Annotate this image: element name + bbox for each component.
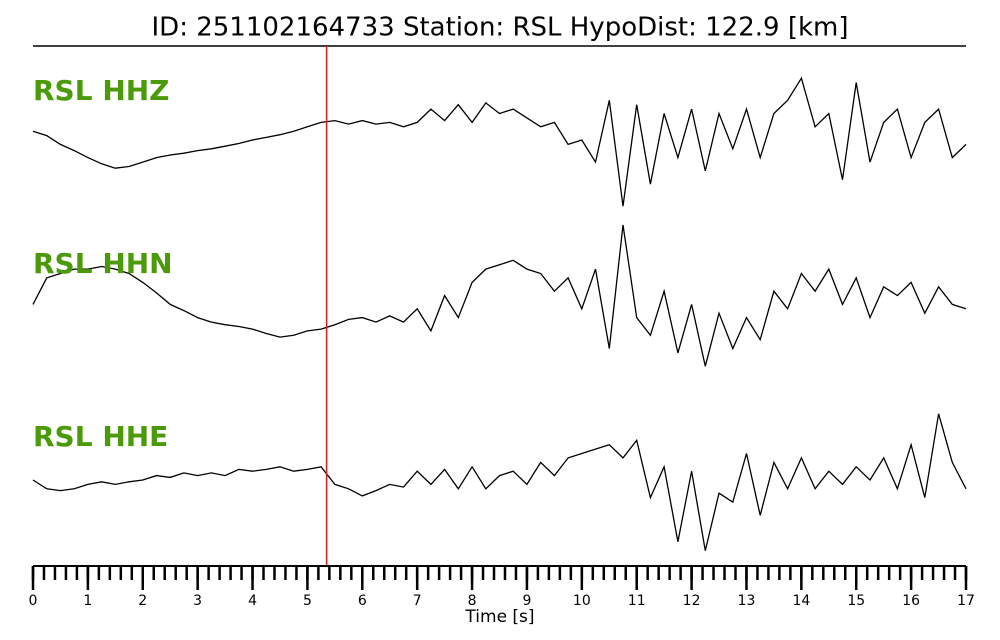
- x-tick-label: 1: [83, 593, 92, 609]
- x-tick-label: 0: [29, 593, 38, 609]
- x-tick-label: 2: [138, 593, 147, 609]
- waveform-trace: [32, 413, 967, 551]
- x-tick-label: 7: [413, 593, 422, 609]
- x-tick-label: 13: [738, 593, 756, 609]
- x-tick-label: 8: [468, 593, 477, 609]
- chart-title: ID: 251102164733 Station: RSL HypoDist: …: [152, 13, 849, 43]
- trace-label: RSL HHN: [33, 247, 173, 280]
- x-tick-label: 12: [683, 593, 701, 609]
- x-tick-label: 9: [522, 593, 531, 609]
- x-tick-label: 17: [957, 593, 975, 609]
- x-tick-label: 15: [847, 593, 865, 609]
- x-tick-label: 14: [792, 593, 810, 609]
- waveform-trace: [32, 224, 967, 367]
- x-axis-label: Time [s]: [464, 607, 534, 627]
- x-tick-label: 16: [902, 593, 920, 609]
- x-tick-label: 6: [358, 593, 367, 609]
- x-tick-label: 11: [628, 593, 646, 609]
- waveform-trace: [32, 76, 967, 207]
- trace-label: RSL HHE: [33, 420, 168, 453]
- trace-label: RSL HHZ: [33, 74, 170, 107]
- x-tick-label: 5: [303, 593, 312, 609]
- x-tick-label: 4: [248, 593, 257, 609]
- x-tick-label: 10: [573, 593, 591, 609]
- x-tick-label: 3: [193, 593, 202, 609]
